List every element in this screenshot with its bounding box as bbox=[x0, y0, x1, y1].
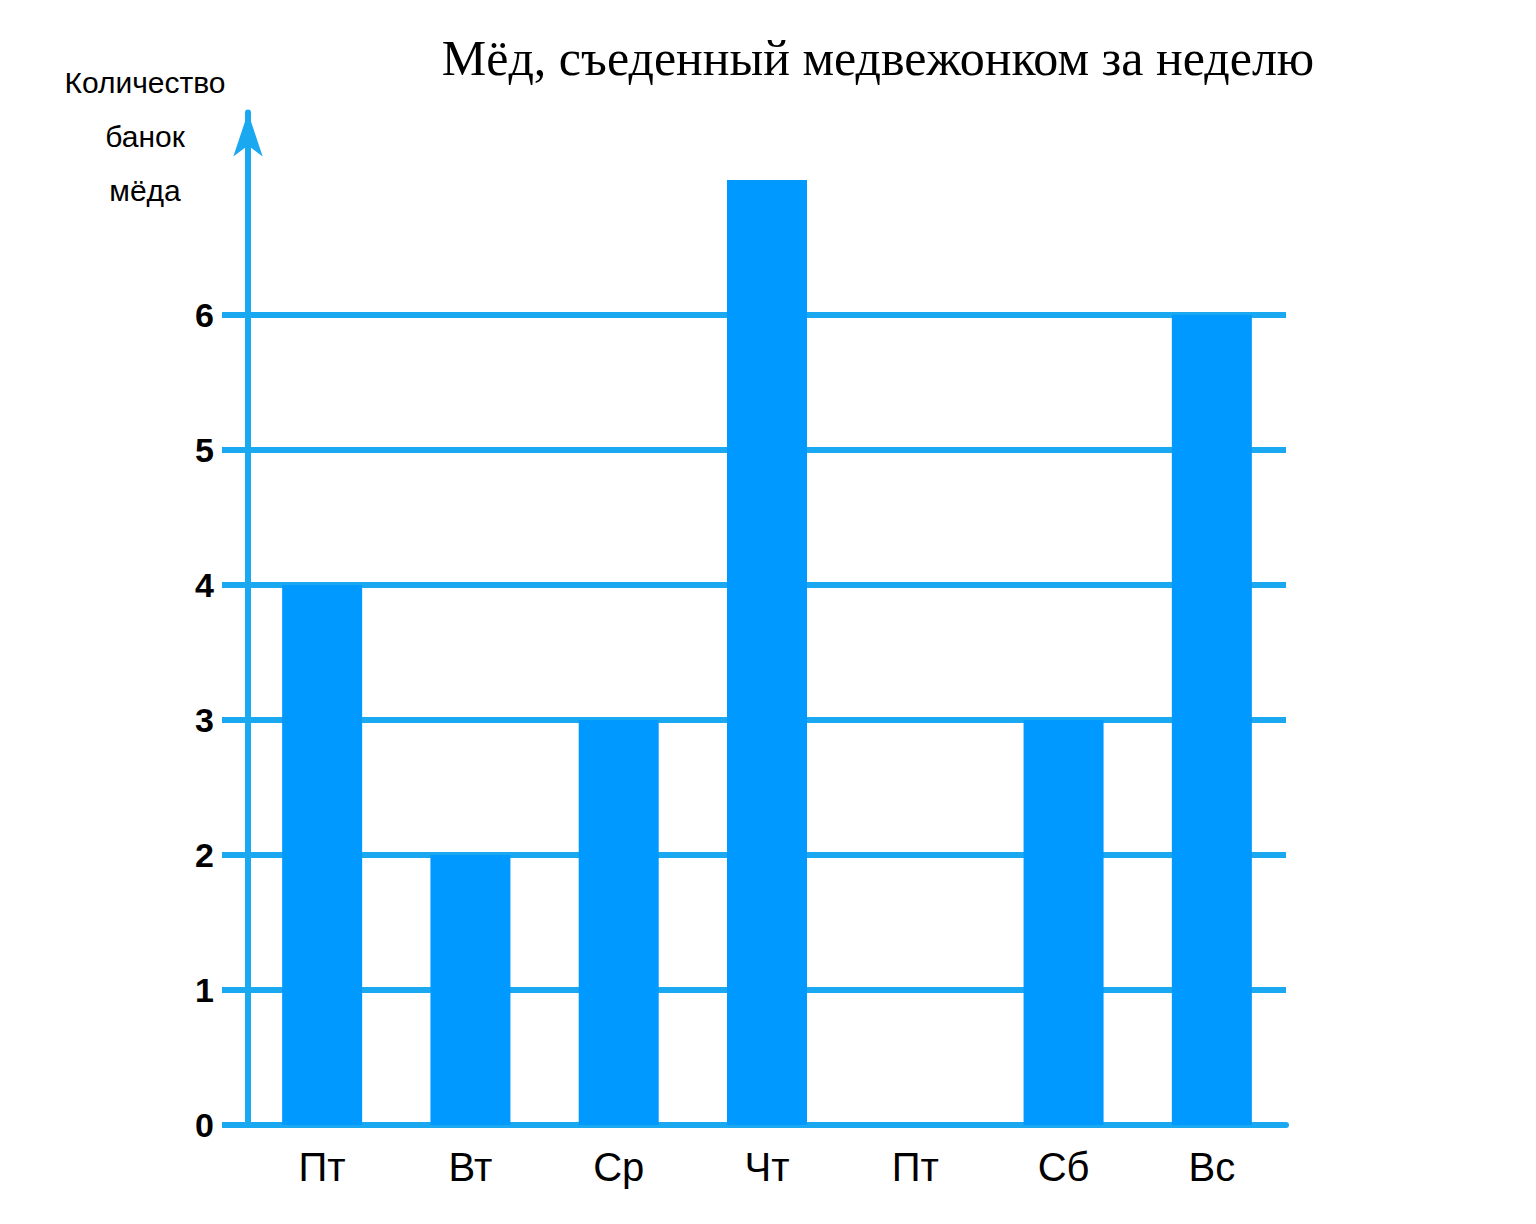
svg-text:Чт: Чт bbox=[745, 1145, 790, 1189]
svg-text:Вт: Вт bbox=[449, 1145, 493, 1189]
svg-text:5: 5 bbox=[195, 431, 214, 469]
svg-text:мёда: мёда bbox=[109, 174, 181, 207]
svg-text:Ср: Ср bbox=[593, 1145, 644, 1189]
svg-text:Мёд, съеденный медвежонком за: Мёд, съеденный медвежонком за неделю bbox=[442, 30, 1314, 86]
svg-text:Вс: Вс bbox=[1189, 1145, 1236, 1189]
svg-text:3: 3 bbox=[195, 701, 214, 739]
svg-text:4: 4 bbox=[195, 566, 214, 604]
svg-text:6: 6 bbox=[195, 296, 214, 334]
svg-text:Пт: Пт bbox=[892, 1145, 939, 1189]
svg-text:Пт: Пт bbox=[299, 1145, 346, 1189]
svg-text:1: 1 bbox=[195, 971, 214, 1009]
svg-text:Количество: Количество bbox=[64, 66, 225, 99]
svg-text:2: 2 bbox=[195, 836, 214, 874]
svg-text:банок: банок bbox=[105, 120, 185, 153]
svg-text:Сб: Сб bbox=[1038, 1145, 1090, 1189]
svg-text:0: 0 bbox=[195, 1106, 214, 1144]
